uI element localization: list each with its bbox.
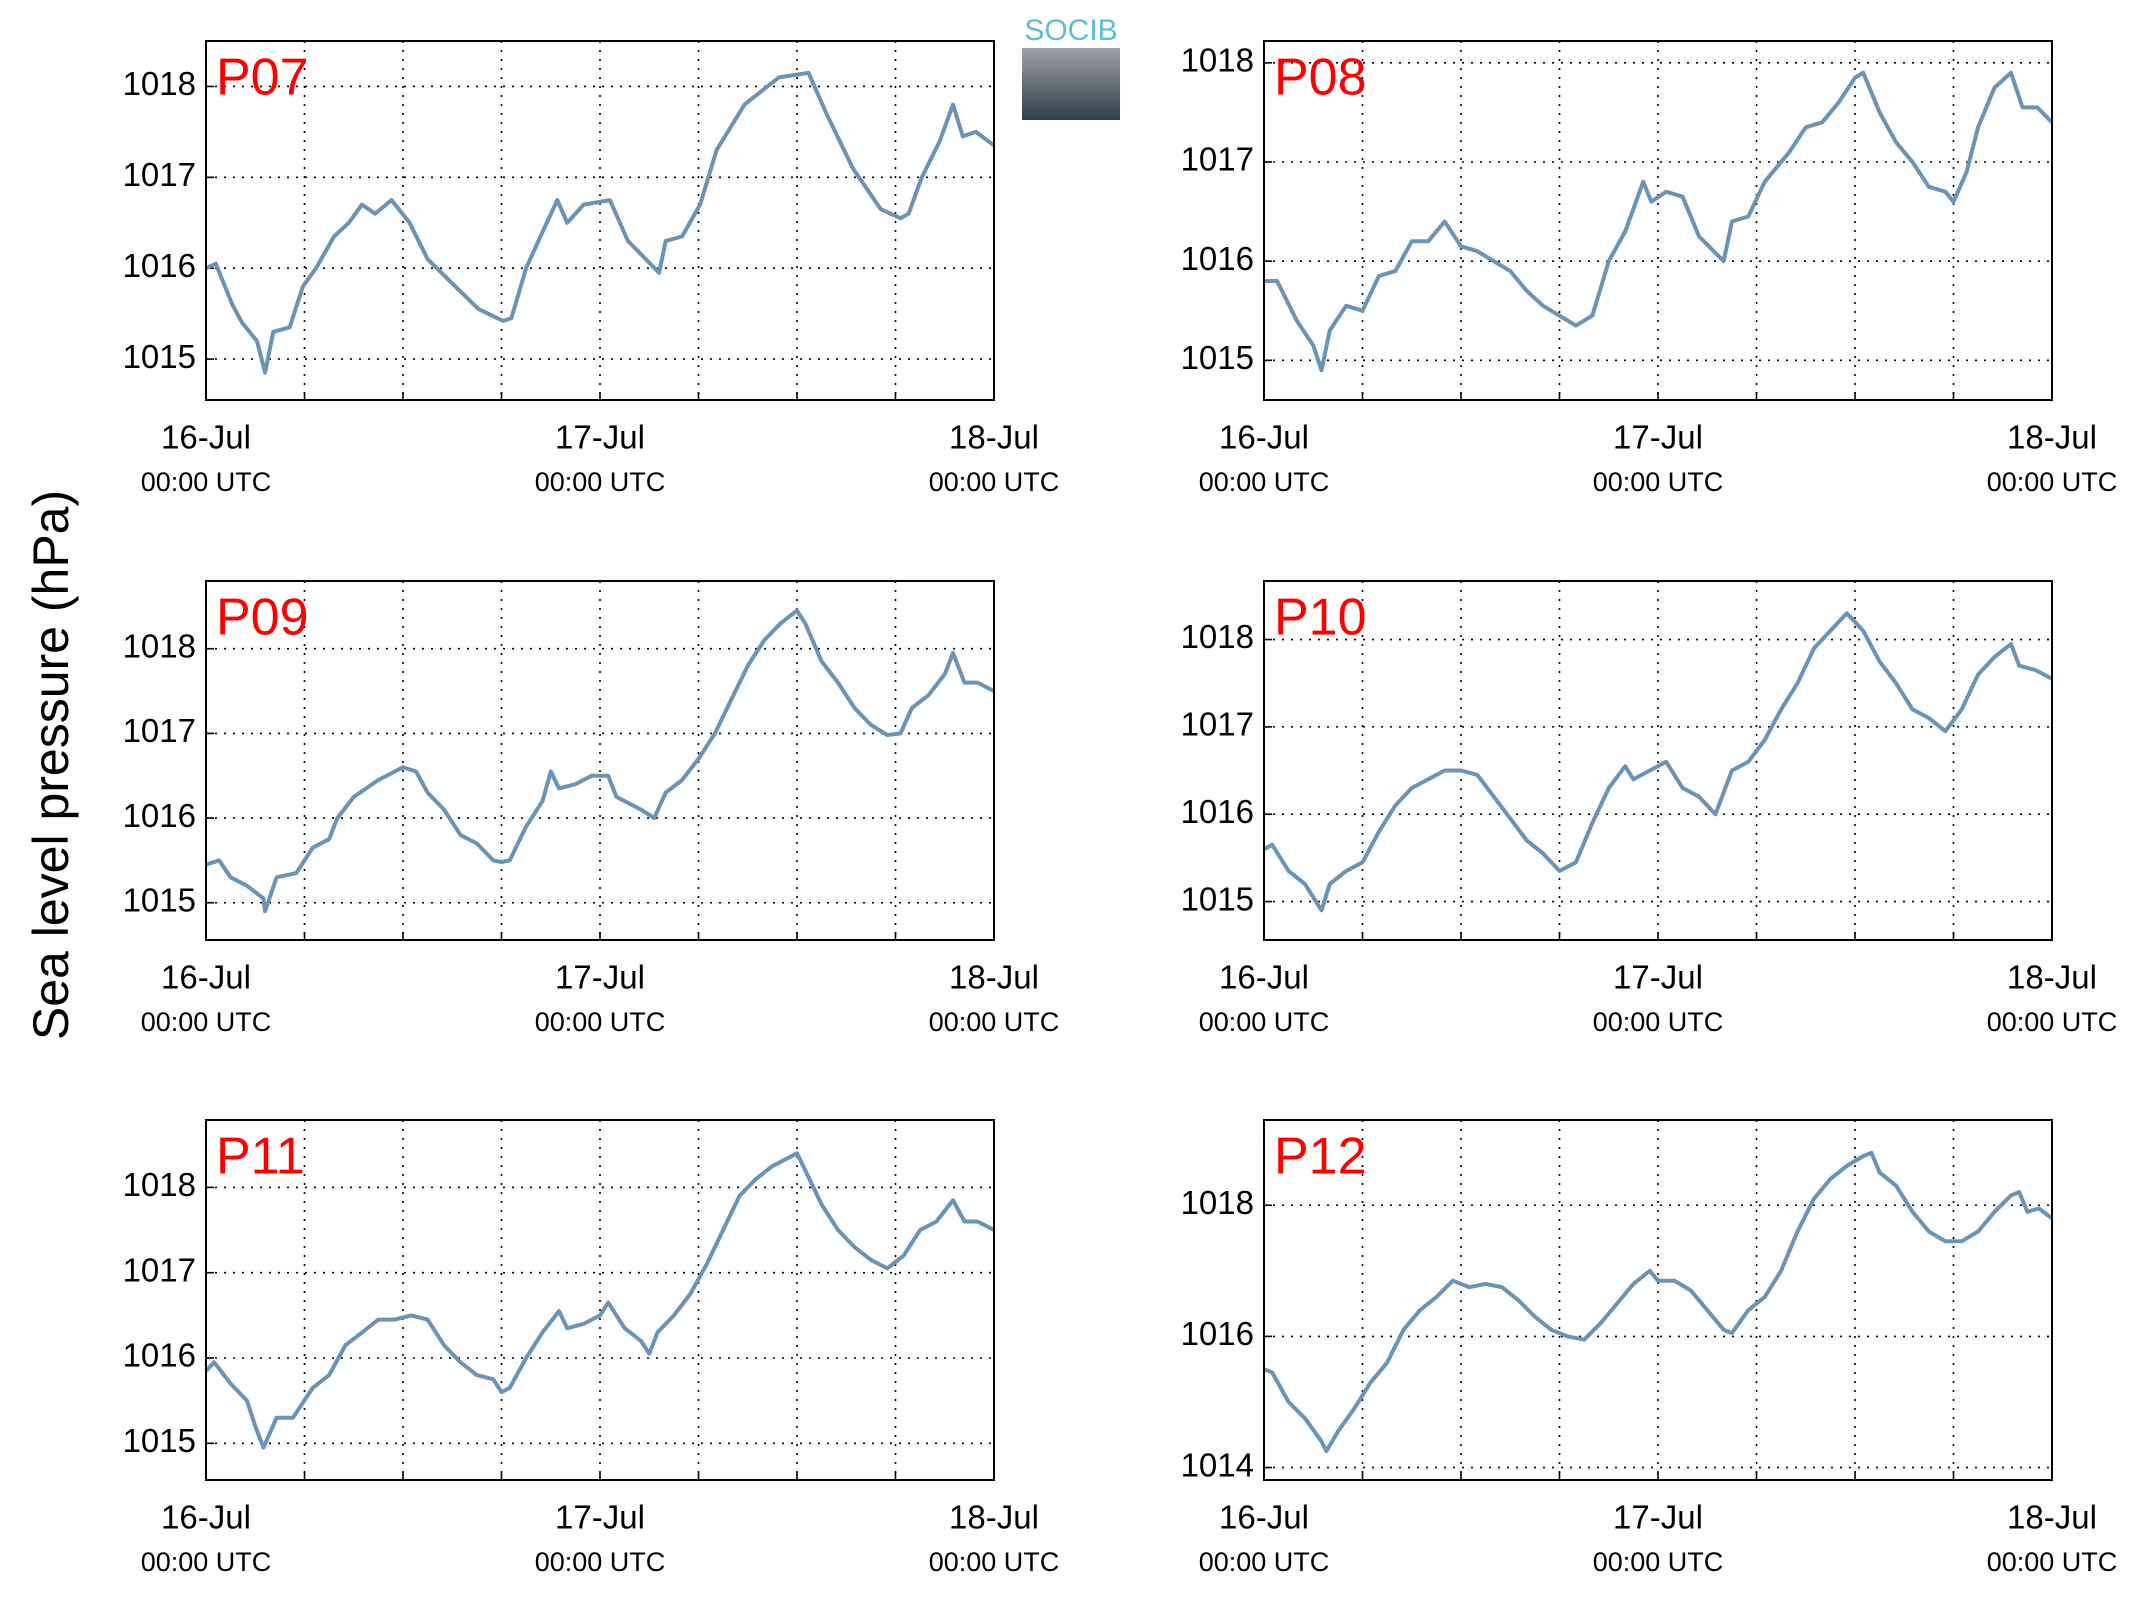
data-line [204, 1151, 995, 1450]
plot-frame [1263, 580, 2053, 941]
plot-frame [205, 1119, 995, 1481]
x-tick-label: 16-Jul [1219, 959, 1309, 996]
x-tick-label: 17-Jul [555, 419, 645, 456]
x-tick-sublabel: 00:00 UTC [535, 1007, 666, 1037]
x-tick-label: 18-Jul [2007, 959, 2097, 996]
plot-area [1264, 41, 2052, 400]
data-line [205, 608, 995, 914]
y-tick-label: 1015 [123, 881, 196, 918]
x-tick-sublabel: 00:00 UTC [929, 1547, 1060, 1577]
data-line [205, 70, 996, 375]
y-tick-label: 1015 [1181, 339, 1254, 376]
x-tick-sublabel: 00:00 UTC [1199, 1547, 1330, 1577]
plot-frame [1263, 1119, 2053, 1481]
y-tick-label: 1017 [123, 712, 196, 749]
chart-title: P08 [1274, 49, 1367, 107]
x-tick-sublabel: 00:00 UTC [1593, 1007, 1724, 1037]
y-tick-label: 1016 [1181, 1315, 1254, 1352]
y-tick-label: 1018 [1181, 618, 1254, 655]
x-tick-sublabel: 00:00 UTC [929, 1007, 1060, 1037]
y-tick-label: 1016 [123, 797, 196, 834]
y-axis-label: Sea level pressure (hPa) [23, 490, 79, 1040]
plot-area [1264, 581, 2052, 940]
x-tick-sublabel: 00:00 UTC [141, 1007, 272, 1037]
chart-title: P10 [1274, 589, 1367, 647]
y-tick-label: 1018 [123, 1166, 196, 1203]
x-tick-label: 18-Jul [2007, 1499, 2097, 1536]
y-tick-label: 1015 [123, 338, 196, 375]
x-tick-sublabel: 00:00 UTC [1987, 1007, 2118, 1037]
logo-text: SOCIB [1024, 14, 1117, 47]
x-tick-sublabel: 00:00 UTC [141, 1547, 272, 1577]
plot-frame [1263, 40, 2053, 401]
y-tick-label: 1018 [123, 65, 196, 102]
x-tick-label: 16-Jul [161, 419, 251, 456]
x-tick-label: 17-Jul [1613, 1499, 1703, 1536]
y-tick-label: 1016 [1181, 240, 1254, 277]
y-tick-label: 1017 [123, 156, 196, 193]
chart-title: P12 [1274, 1128, 1367, 1186]
x-tick-sublabel: 00:00 UTC [535, 1547, 666, 1577]
plot-frame [205, 40, 995, 401]
chart-title: P07 [216, 49, 309, 107]
panel: 1015 1016 1017 1018 16-Jul 00:00 UTC 17-Jul 00:… [123, 580, 1060, 1037]
x-tick-sublabel: 00:00 UTC [1987, 467, 2118, 497]
y-tick-label: 1016 [1181, 793, 1254, 830]
y-tick-label: 1016 [123, 247, 196, 284]
plot-frame [205, 580, 995, 941]
panel: 1015 1016 1017 1018 16-Jul 00:00 UTC 17-Jul 00:… [1181, 580, 2118, 1037]
y-tick-label: 1014 [1181, 1446, 1254, 1483]
x-tick-label: 17-Jul [555, 1499, 645, 1536]
chart-title: P09 [216, 589, 309, 647]
y-tick-label: 1018 [1181, 42, 1254, 79]
data-line [1263, 1150, 2054, 1454]
y-tick-label: 1017 [123, 1251, 196, 1288]
panel: 1015 1016 1017 1018 16-Jul 00:00 UTC 17-Jul 00:… [1181, 40, 2118, 497]
x-tick-label: 16-Jul [161, 959, 251, 996]
x-tick-sublabel: 00:00 UTC [1593, 1547, 1724, 1577]
data-line [1263, 611, 2053, 913]
logo: SOCIB [1022, 14, 1120, 120]
y-tick-label: 1015 [123, 1422, 196, 1459]
x-tick-label: 16-Jul [1219, 1499, 1309, 1536]
x-tick-label: 18-Jul [949, 419, 1039, 456]
x-tick-sublabel: 00:00 UTC [1199, 467, 1330, 497]
panel: 1015 1016 1017 1018 16-Jul 00:00 UTC 17-Jul 00:… [123, 1119, 1060, 1577]
x-tick-label: 18-Jul [949, 959, 1039, 996]
x-tick-sublabel: 00:00 UTC [141, 467, 272, 497]
x-tick-label: 17-Jul [1613, 419, 1703, 456]
x-tick-label: 18-Jul [2007, 419, 2097, 456]
x-tick-label: 17-Jul [1613, 959, 1703, 996]
x-tick-sublabel: 00:00 UTC [1987, 1547, 2118, 1577]
chart-title: P11 [216, 1128, 305, 1186]
panel: 1015 1016 1017 1018 16-Jul 00:00 UTC 17-Jul 00:… [123, 40, 1060, 497]
x-tick-label: 17-Jul [555, 959, 645, 996]
panel: 1014 1016 1018 16-Jul 00:00 UTC 17-Jul 00:00 U… [1181, 1119, 2118, 1577]
y-tick-label: 1017 [1181, 141, 1254, 178]
logo-box [1022, 48, 1120, 120]
x-tick-sublabel: 00:00 UTC [1199, 1007, 1330, 1037]
y-tick-label: 1016 [123, 1337, 196, 1374]
y-tick-label: 1018 [1181, 1184, 1254, 1221]
plot-area [206, 581, 994, 940]
x-tick-sublabel: 00:00 UTC [929, 467, 1060, 497]
x-tick-label: 18-Jul [949, 1499, 1039, 1536]
x-tick-label: 16-Jul [161, 1499, 251, 1536]
x-tick-label: 16-Jul [1219, 419, 1309, 456]
y-tick-label: 1017 [1181, 706, 1254, 743]
plot-area [206, 41, 994, 400]
y-tick-label: 1018 [123, 627, 196, 664]
x-tick-sublabel: 00:00 UTC [1593, 467, 1724, 497]
y-tick-label: 1015 [1181, 880, 1254, 917]
data-line [1264, 70, 2054, 373]
x-tick-sublabel: 00:00 UTC [535, 467, 666, 497]
